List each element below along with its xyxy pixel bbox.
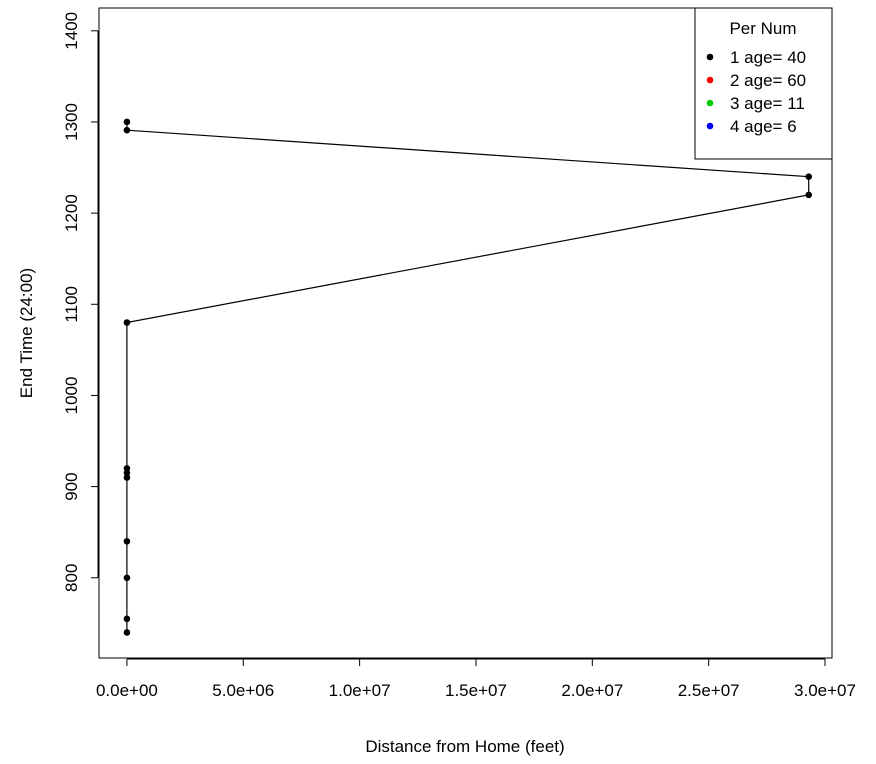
- x-tick-label: 1.5e+07: [445, 681, 507, 700]
- data-point: [123, 465, 131, 472]
- y-tick-label: 1300: [62, 103, 81, 141]
- series-line: [126, 122, 810, 633]
- legend-label: 2 age= 60: [730, 71, 806, 90]
- x-tick-label: 1.0e+07: [329, 681, 391, 700]
- legend-marker: [706, 122, 714, 130]
- data-point: [123, 474, 131, 481]
- legend: Per Num 1 age= 40 2 age= 60 3 age= 11 4 age…: [694, 7, 833, 160]
- data-point: [123, 615, 131, 623]
- x-tick-label: 5.0e+06: [212, 681, 274, 700]
- y-tick-label: 800: [62, 564, 81, 592]
- legend-marker: [706, 76, 714, 84]
- y-tick-label: 1000: [62, 377, 81, 415]
- legend-marker: [706, 53, 714, 61]
- data-point: [805, 191, 813, 199]
- plot-frame: [98, 7, 833, 659]
- series-lines: [126, 122, 810, 633]
- y-tick-label: 1400: [62, 12, 81, 50]
- legend-box: [694, 7, 833, 160]
- data-point: [123, 629, 131, 636]
- data-point: [123, 126, 131, 134]
- y-tick-label: 900: [62, 472, 81, 500]
- x-axis-title: Distance from Home (feet): [365, 737, 564, 756]
- legend-title: Per Num: [729, 19, 796, 38]
- y-tick-label: 1100: [62, 286, 81, 323]
- data-point: [123, 319, 131, 326]
- y-tick-label: 1200: [62, 194, 81, 232]
- x-axis: 0.0e+00 5.0e+06 1.0e+07 1.5e+07 2.0e+07 2.5e+…: [96, 658, 856, 700]
- legend-label: 3 age= 11: [730, 94, 805, 113]
- series-points: [123, 118, 813, 636]
- data-point: [123, 574, 131, 582]
- y-axis: 800 900 1000 1100 1200 1300 1400: [62, 12, 99, 592]
- x-tick-label: 2.5e+07: [678, 681, 740, 700]
- data-point: [805, 173, 813, 180]
- data-point: [123, 538, 131, 545]
- legend-marker: [706, 99, 714, 107]
- legend-label: 4 age= 6: [730, 117, 797, 136]
- data-point: [123, 118, 131, 126]
- x-tick-label: 2.0e+07: [561, 681, 623, 700]
- legend-label: 1 age= 40: [730, 48, 806, 67]
- x-tick-label: 0.0e+00: [96, 681, 158, 700]
- x-tick-label: 3.0e+07: [794, 681, 856, 700]
- data-point: [123, 469, 131, 477]
- y-axis-title: End Time (24:00): [17, 268, 36, 398]
